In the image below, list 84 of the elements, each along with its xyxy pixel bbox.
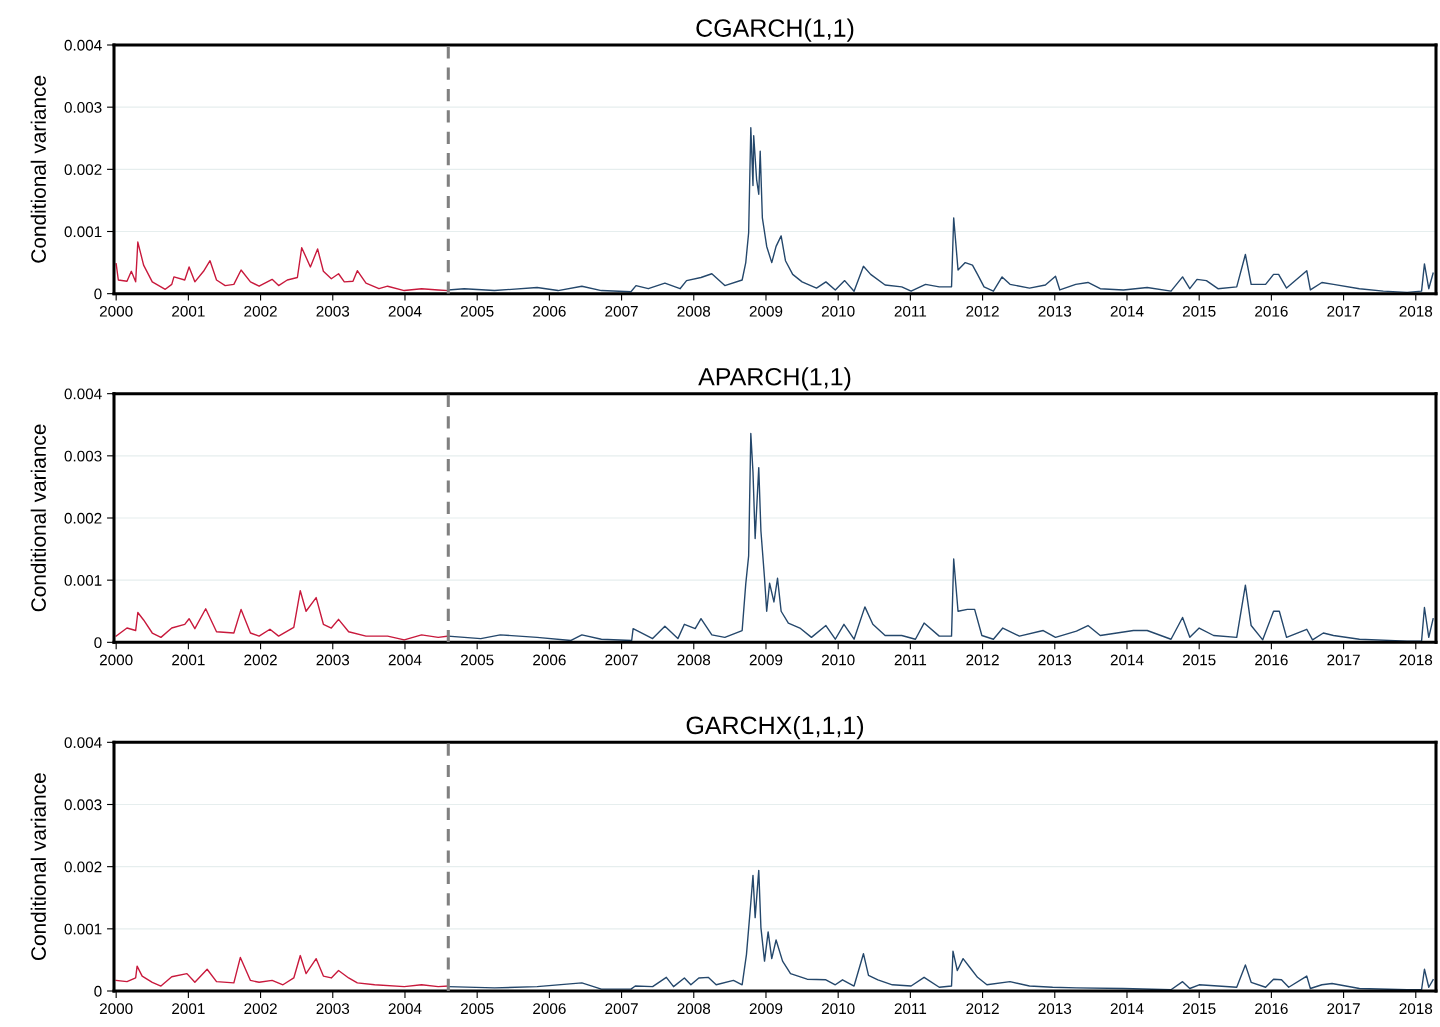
- x-tick-label: 2002: [244, 654, 277, 666]
- x-tick-label: 2013: [1038, 654, 1072, 666]
- x-tick-label: 2017: [1327, 654, 1360, 666]
- x-tick-label: 2009: [749, 654, 783, 666]
- x-tick-label: 2009: [749, 305, 783, 317]
- x-tick-label: 2005: [460, 654, 494, 666]
- line-series: [115, 954, 449, 988]
- x-tick-label: 2014: [1110, 654, 1144, 666]
- x-tick-label: 2007: [605, 654, 638, 666]
- x-tick-label: 2006: [533, 654, 566, 666]
- x-tick-label: 2011: [894, 1003, 927, 1015]
- chart-title: GARCHX(1,1,1): [686, 715, 864, 740]
- x-tick-label: 2000: [99, 654, 133, 666]
- x-tick-label: 2000: [99, 1003, 133, 1015]
- x-tick-label: 2000: [99, 305, 133, 317]
- x-tick-label: 2010: [821, 654, 855, 666]
- y-tick-label: 0.003: [64, 450, 102, 462]
- x-tick-label: 2013: [1038, 1003, 1072, 1015]
- x-tick-label: 2015: [1182, 654, 1216, 666]
- x-tick-label: 2001: [172, 654, 205, 666]
- x-tick-label: 2014: [1110, 1003, 1144, 1015]
- x-tick-label: 2016: [1255, 1003, 1288, 1015]
- x-tick-label: 2005: [460, 1003, 494, 1015]
- y-axis-title: Conditional variance: [30, 75, 46, 263]
- x-tick-label: 2017: [1327, 1003, 1360, 1015]
- x-tick-label: 2014: [1110, 305, 1144, 317]
- x-tick-label: 2012: [966, 305, 999, 317]
- x-tick-label: 2011: [894, 305, 927, 317]
- x-tick-label: 2003: [316, 654, 350, 666]
- line-series: [447, 869, 1434, 991]
- y-tick-label: 0.002: [64, 164, 102, 176]
- x-tick-label: 2007: [605, 305, 638, 317]
- x-tick-label: 2001: [172, 305, 205, 317]
- y-tick-label: 0.001: [64, 923, 102, 935]
- x-tick-label: 2015: [1182, 305, 1216, 317]
- y-tick-label: 0.001: [64, 226, 102, 238]
- y-tick-label: 0.002: [64, 861, 102, 873]
- x-tick-label: 2002: [244, 1003, 277, 1015]
- x-tick-label: 2016: [1255, 305, 1288, 317]
- line-series: [447, 432, 1434, 642]
- line-series: [447, 126, 1434, 294]
- x-tick-label: 2004: [388, 654, 422, 666]
- x-tick-label: 2003: [316, 305, 350, 317]
- x-tick-label: 2007: [605, 1003, 638, 1015]
- x-tick-label: 2013: [1038, 305, 1072, 317]
- y-tick-label: 0: [94, 637, 102, 649]
- line-series: [115, 590, 449, 641]
- x-tick-label: 2018: [1399, 654, 1433, 666]
- x-tick-label: 2008: [677, 1003, 711, 1015]
- x-tick-label: 2002: [244, 305, 277, 317]
- x-tick-label: 2018: [1399, 305, 1433, 317]
- x-tick-label: 2006: [533, 1003, 566, 1015]
- y-tick-label: 0.002: [64, 512, 102, 524]
- x-tick-label: 2004: [388, 305, 422, 317]
- x-tick-label: 2003: [316, 1003, 350, 1015]
- x-tick-label: 2017: [1327, 305, 1360, 317]
- x-tick-label: 2008: [677, 654, 711, 666]
- y-tick-label: 0.003: [64, 799, 102, 811]
- y-axis-title: Conditional variance: [30, 424, 46, 612]
- chart-title: APARCH(1,1): [698, 367, 851, 391]
- x-tick-label: 2001: [172, 1003, 205, 1015]
- x-tick-label: 2008: [677, 305, 711, 317]
- x-tick-label: 2012: [966, 654, 999, 666]
- x-tick-label: 2009: [749, 1003, 783, 1015]
- x-tick-label: 2011: [894, 654, 927, 666]
- y-tick-label: 0.003: [64, 102, 102, 113]
- x-tick-label: 2015: [1182, 1003, 1216, 1015]
- x-tick-label: 2016: [1255, 654, 1288, 666]
- x-tick-label: 2010: [821, 305, 855, 317]
- x-tick-label: 2006: [533, 305, 566, 317]
- chart-title: CGARCH(1,1): [696, 18, 854, 42]
- y-tick-label: 0.004: [64, 39, 102, 51]
- y-tick-label: 0.001: [64, 575, 102, 586]
- y-tick-label: 0: [94, 288, 102, 300]
- y-tick-label: 0.004: [64, 388, 102, 400]
- y-tick-label: 0: [94, 985, 102, 997]
- x-tick-label: 2004: [388, 1003, 422, 1015]
- y-axis-title: Conditional variance: [30, 773, 46, 960]
- line-series: [115, 241, 449, 292]
- y-tick-label: 0.004: [64, 737, 102, 749]
- x-tick-label: 2018: [1399, 1003, 1433, 1015]
- x-tick-label: 2005: [460, 305, 494, 317]
- x-tick-label: 2010: [821, 1003, 855, 1015]
- x-tick-label: 2012: [966, 1003, 999, 1015]
